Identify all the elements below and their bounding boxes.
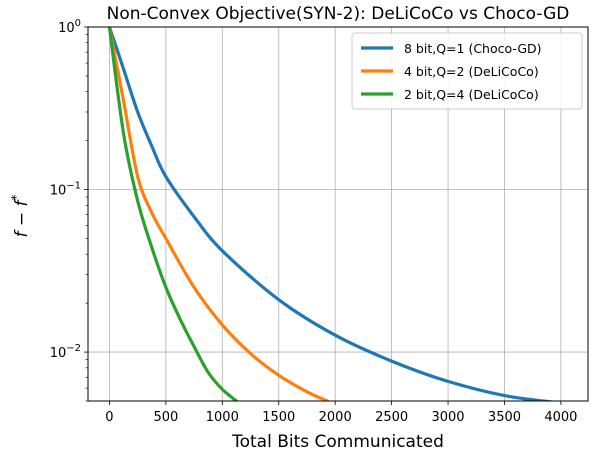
- series-line-3: [107, 27, 238, 401]
- legend: 8 bit,Q=1 (Choco-GD) 4 bit,Q=2 (DeLiCoCo)…: [351, 32, 583, 110]
- y-tick-label: 10−2: [50, 343, 81, 361]
- x-tick-label: 2000: [319, 410, 352, 425]
- y-axis-ticks: 100 10−1 10−2: [50, 18, 88, 402]
- legend-label: 4 bit,Q=2 (DeLiCoCo): [404, 64, 539, 79]
- y-tick-label: 100: [58, 18, 81, 36]
- x-tick-label: 500: [153, 410, 178, 425]
- legend-label: 8 bit,Q=1 (Choco-GD): [404, 41, 542, 56]
- plot-frame: [87, 26, 589, 402]
- x-tick-label: 4000: [544, 410, 577, 425]
- x-tick-label: 1500: [262, 410, 295, 425]
- x-tick-label: 1000: [206, 410, 239, 425]
- x-tick-label: 3500: [488, 410, 521, 425]
- x-axis-label: Total Bits Communicated: [231, 432, 444, 452]
- chart-title: Non-Convex Objective(SYN-2): DeLiCoCo vs…: [107, 4, 570, 24]
- x-axis-ticks: 0 500 1000 1500 2000 2500 3000 3500 4000: [105, 401, 577, 425]
- legend-box: [351, 32, 583, 110]
- series-layer: [107, 27, 557, 401]
- y-axis-label: f − f*: [9, 194, 32, 237]
- x-tick-label: 3000: [431, 410, 464, 425]
- legend-label: 2 bit,Q=4 (DeLiCoCo): [404, 87, 539, 102]
- x-tick-label: 0: [105, 410, 113, 425]
- series-line-1: [107, 27, 557, 401]
- x-tick-label: 2500: [375, 410, 408, 425]
- series-line-2: [107, 27, 329, 401]
- y-tick-label: 10−1: [50, 181, 81, 199]
